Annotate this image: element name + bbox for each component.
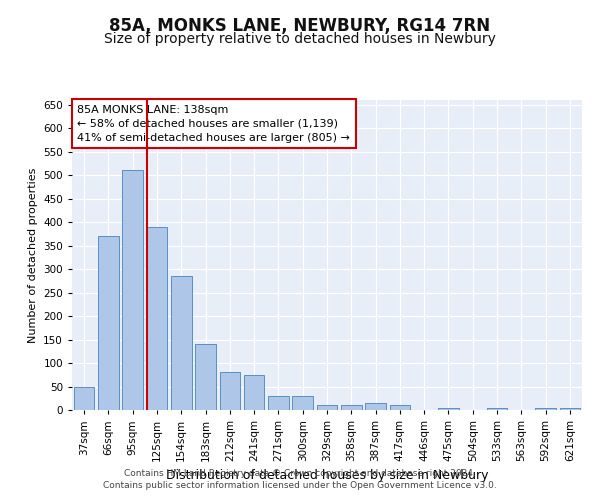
Bar: [365, 403, 386, 410]
Text: 85A MONKS LANE: 138sqm
← 58% of detached houses are smaller (1,139)
41% of semi-: 85A MONKS LANE: 138sqm ← 58% of detached…: [77, 104, 350, 142]
Y-axis label: Number of detached properties: Number of detached properties: [28, 168, 38, 342]
Text: 85A, MONKS LANE, NEWBURY, RG14 7RN: 85A, MONKS LANE, NEWBURY, RG14 7RN: [109, 18, 491, 36]
Bar: [74, 386, 94, 410]
Text: Size of property relative to detached houses in Newbury: Size of property relative to detached ho…: [104, 32, 496, 46]
Bar: [438, 408, 459, 410]
Bar: [487, 408, 508, 410]
Text: Contains public sector information licensed under the Open Government Licence v3: Contains public sector information licen…: [103, 481, 497, 490]
Text: Contains HM Land Registry data © Crown copyright and database right 2024.: Contains HM Land Registry data © Crown c…: [124, 468, 476, 477]
Bar: [341, 406, 362, 410]
Bar: [244, 375, 265, 410]
Bar: [268, 396, 289, 410]
Bar: [146, 227, 167, 410]
X-axis label: Distribution of detached houses by size in Newbury: Distribution of detached houses by size …: [166, 470, 488, 482]
Bar: [171, 276, 191, 410]
Bar: [560, 408, 580, 410]
Bar: [317, 406, 337, 410]
Bar: [220, 372, 240, 410]
Bar: [535, 408, 556, 410]
Bar: [292, 396, 313, 410]
Bar: [122, 170, 143, 410]
Bar: [389, 406, 410, 410]
Bar: [98, 236, 119, 410]
Bar: [195, 344, 216, 410]
